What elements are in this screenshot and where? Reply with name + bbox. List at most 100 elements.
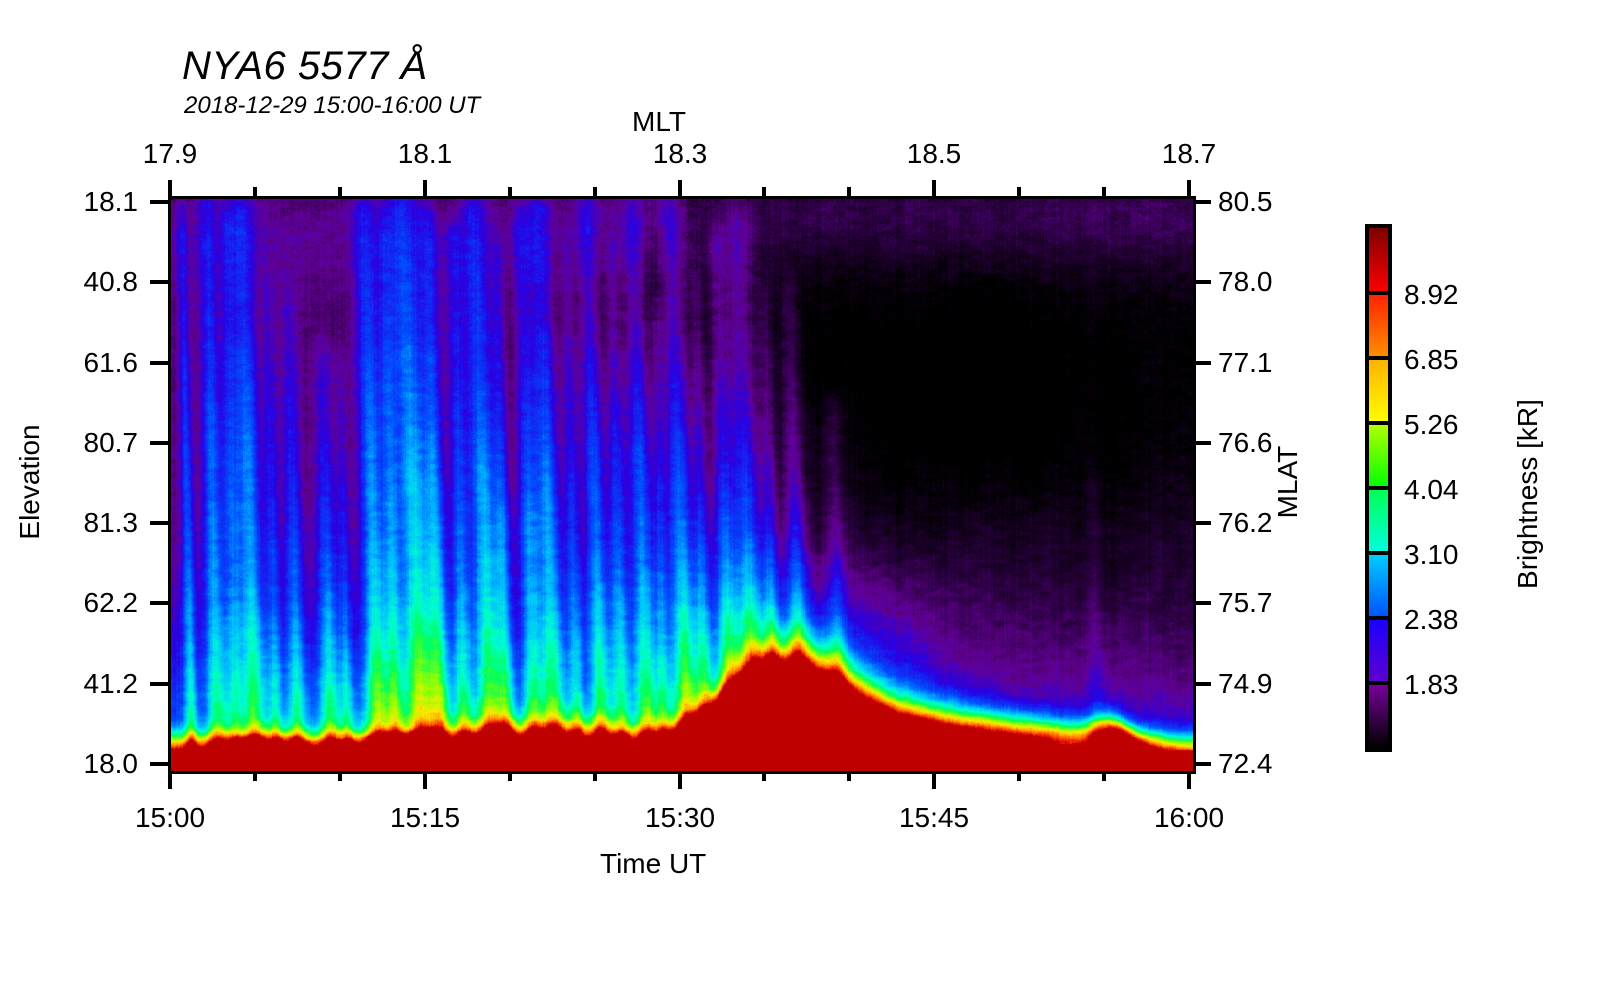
colorbar-band-3 — [1369, 553, 1388, 618]
colorbar-tick-label-2: 5.26 — [1404, 409, 1459, 440]
tick-left-4 — [150, 521, 168, 525]
tick-right-5 — [1193, 601, 1211, 605]
elevation-tick-label-5: 62.2 — [83, 587, 139, 618]
tick-bottom-minor-0-2 — [338, 771, 342, 781]
tick-bottom-minor-1-1 — [508, 771, 512, 781]
tick-top-minor-1-2 — [593, 187, 597, 196]
colorbar-tick-label-4: 3.10 — [1404, 539, 1459, 570]
elevation-tick-label-0: 18.1 — [83, 186, 139, 217]
tick-left-6 — [150, 682, 168, 686]
tick-bottom-minor-1-2 — [593, 771, 597, 781]
tick-right-3 — [1193, 441, 1211, 445]
tick-top-minor-0-2 — [338, 187, 342, 196]
colorbar-band-2 — [1369, 618, 1388, 683]
tick-top-minor-3-2 — [1102, 187, 1106, 196]
tick-right-6 — [1193, 682, 1211, 686]
tick-right-0 — [1193, 200, 1211, 204]
tick-bottom-major-4 — [1187, 771, 1191, 789]
mlat-tick-label-4: 76.2 — [1218, 507, 1273, 538]
colorbar-separator-7 — [1365, 681, 1392, 685]
elevation-tick-label-3: 80.7 — [83, 427, 139, 458]
tick-left-5 — [150, 601, 168, 605]
tick-bottom-minor-3-1 — [1017, 771, 1021, 781]
tick-left-1 — [150, 280, 168, 284]
y-axis-title: Elevation — [14, 424, 45, 540]
tick-left-2 — [150, 361, 168, 365]
tick-left-0 — [150, 200, 168, 204]
colorbar-tick-label-5: 2.38 — [1404, 604, 1459, 635]
mlat-tick-label-5: 75.7 — [1218, 587, 1273, 618]
mlat-tick-label-1: 78.0 — [1218, 266, 1273, 297]
tick-top-minor-0-1 — [253, 187, 257, 196]
colorbar-tick-label-0: 8.92 — [1404, 279, 1459, 310]
mlt-tick-label-3: 18.5 — [906, 138, 962, 169]
mlt-tick-label-4: 18.7 — [1161, 138, 1217, 169]
tick-top-major-0 — [168, 180, 172, 196]
figure-title: NYA6 5577 Å — [182, 44, 428, 88]
mlat-tick-label-0: 80.5 — [1218, 186, 1273, 217]
x-axis-title: Time UT — [600, 848, 707, 879]
tick-right-4 — [1193, 521, 1211, 525]
colorbar-separator-2 — [1365, 356, 1392, 360]
colorbar-band-7 — [1369, 293, 1388, 358]
tick-bottom-major-0 — [168, 771, 172, 789]
colorbar-separator-6 — [1365, 616, 1392, 620]
tick-bottom-major-3 — [932, 771, 936, 789]
tick-left-3 — [150, 441, 168, 445]
mlt-tick-label-1: 18.1 — [397, 138, 453, 169]
elevation-tick-label-2: 61.6 — [83, 347, 139, 378]
elevation-tick-label-1: 40.8 — [83, 266, 139, 297]
elevation-tick-label-7: 18.0 — [83, 748, 139, 779]
tick-top-major-4 — [1187, 180, 1191, 196]
elevation-tick-label-6: 41.2 — [83, 668, 139, 699]
tick-bottom-minor-2-2 — [847, 771, 851, 781]
colorbar-separator-1 — [1365, 291, 1392, 295]
colorbar-separator-5 — [1365, 551, 1392, 555]
colorbar-band-1 — [1369, 683, 1388, 748]
tick-bottom-minor-0-1 — [253, 771, 257, 781]
keogram-plot-area — [168, 196, 1196, 774]
colorbar-band-4 — [1369, 488, 1388, 553]
top-axis-title: MLT — [632, 106, 686, 137]
mlat-tick-label-6: 74.9 — [1218, 668, 1273, 699]
tick-bottom-major-1 — [423, 771, 427, 789]
tick-top-minor-3-1 — [1017, 187, 1021, 196]
elevation-tick-label-4: 81.3 — [83, 507, 139, 538]
tick-bottom-minor-2-1 — [762, 771, 766, 781]
tick-top-major-1 — [423, 180, 427, 196]
mlt-tick-label-0: 17.9 — [142, 138, 198, 169]
time-tick-label-1: 15:15 — [389, 802, 461, 833]
keogram-image — [171, 199, 1193, 771]
tick-top-major-2 — [678, 180, 682, 196]
colorbar-tick-label-6: 1.83 — [1404, 669, 1459, 700]
time-tick-label-0: 15:00 — [134, 802, 206, 833]
colorbar-tick-label-3: 4.04 — [1404, 474, 1459, 505]
tick-right-2 — [1193, 361, 1211, 365]
mlat-tick-label-7: 72.4 — [1218, 748, 1273, 779]
tick-top-minor-1-1 — [508, 187, 512, 196]
figure-subtitle: 2018-12-29 15:00-16:00 UT — [184, 92, 481, 119]
tick-bottom-minor-3-2 — [1102, 771, 1106, 781]
colorbar-separator-4 — [1365, 486, 1392, 490]
time-tick-label-2: 15:30 — [644, 802, 716, 833]
tick-left-7 — [150, 762, 168, 766]
time-tick-label-3: 15:45 — [898, 802, 970, 833]
colorbar-band-5 — [1369, 423, 1388, 488]
tick-top-minor-2-1 — [762, 187, 766, 196]
colorbar-separator-3 — [1365, 421, 1392, 425]
colorbar-band-6 — [1369, 358, 1388, 423]
tick-right-1 — [1193, 280, 1211, 284]
right-axis-title: MLAT — [1272, 445, 1303, 519]
tick-top-major-3 — [932, 180, 936, 196]
mlat-tick-label-3: 76.6 — [1218, 427, 1273, 458]
tick-right-7 — [1193, 762, 1211, 766]
tick-bottom-major-2 — [678, 771, 682, 789]
mlat-tick-label-2: 77.1 — [1218, 347, 1273, 378]
time-tick-label-4: 16:00 — [1153, 802, 1225, 833]
tick-top-minor-2-2 — [847, 187, 851, 196]
colorbar-tick-label-1: 6.85 — [1404, 344, 1459, 375]
mlt-tick-label-2: 18.3 — [652, 138, 708, 169]
colorbar-title: Brightness [kR] — [1512, 399, 1543, 589]
colorbar-band-8 — [1369, 228, 1388, 293]
